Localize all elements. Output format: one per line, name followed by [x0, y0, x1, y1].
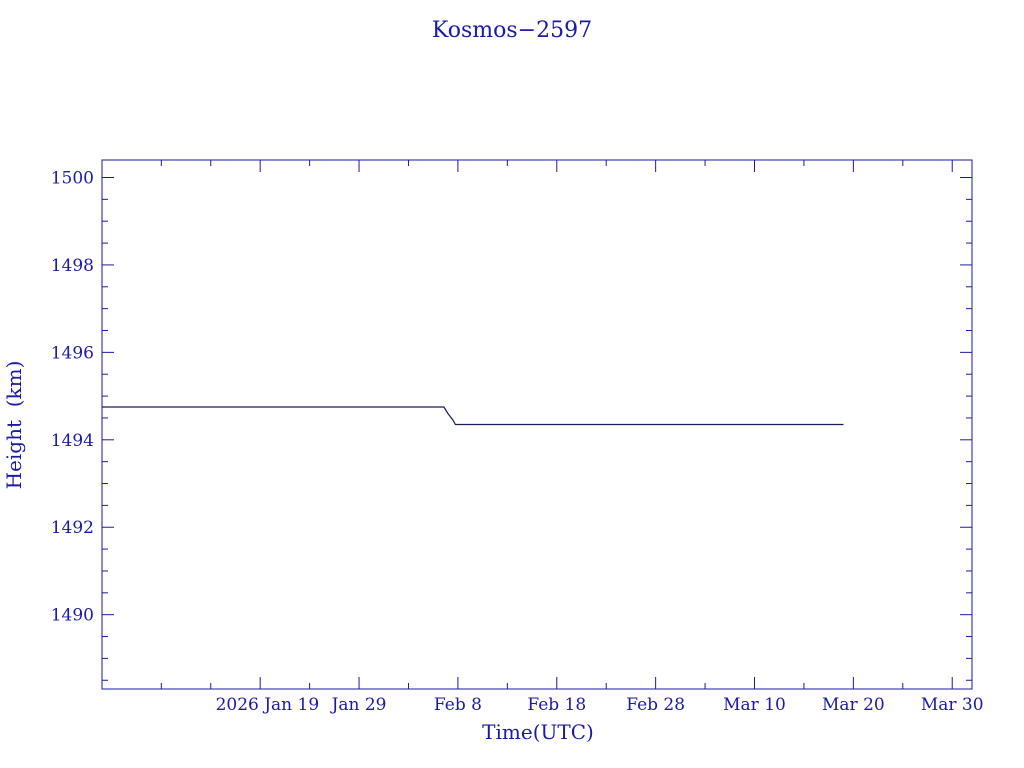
y-tick-label: 1498 [51, 256, 94, 276]
chart-title: Kosmos−2597 [432, 18, 592, 43]
y-axis-ticks [102, 176, 972, 681]
y-tick-label: 1494 [51, 431, 94, 451]
x-tick-label: Jan 29 [330, 695, 387, 715]
x-tick-label: Mar 20 [822, 695, 885, 715]
x-axis-ticks [160, 160, 953, 689]
plot-frame [101, 159, 973, 690]
x-tick-label: Feb 8 [434, 695, 482, 715]
series-group [102, 406, 844, 426]
y-axis-label: Height (km) [2, 361, 26, 490]
x-tick-label: Mar 10 [723, 695, 786, 715]
x-tick-label: 2026 Jan 19 [216, 695, 320, 715]
y-tick-label: 1496 [51, 343, 94, 363]
x-axis-label: Time(UTC) [482, 720, 594, 744]
y-tick-label: 1492 [51, 518, 94, 538]
x-tick-label: Feb 28 [626, 695, 685, 715]
y-axis-tick-labels: 1490 1492 1494 1496 1498 1500 [51, 168, 94, 625]
y-tick-label: 1490 [51, 606, 94, 626]
series-line [102, 406, 844, 426]
y-tick-label: 1500 [51, 168, 94, 188]
x-axis-tick-labels: 2026 Jan 19 Jan 29 Feb 8 Feb 18 Feb 28 Mar 10… [216, 695, 984, 715]
x-tick-label: Feb 18 [527, 695, 586, 715]
x-tick-label: Mar 30 [921, 695, 984, 715]
